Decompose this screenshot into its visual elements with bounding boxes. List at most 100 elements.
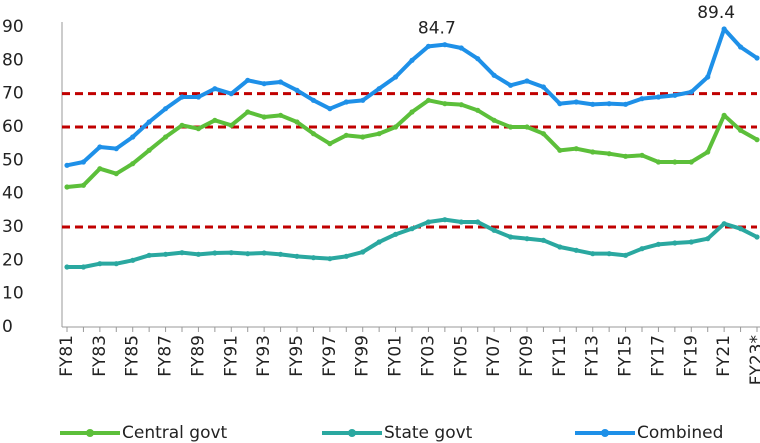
series-point: [442, 42, 448, 48]
series-point: [458, 45, 464, 51]
series-point: [343, 99, 349, 105]
series-point: [540, 84, 547, 90]
series-point: [524, 78, 530, 84]
y-tick-label: 30: [2, 217, 24, 237]
series-point: [705, 236, 711, 242]
series-point: [146, 119, 152, 125]
series-point: [113, 171, 119, 177]
series-point: [80, 159, 87, 165]
y-tick-label: 10: [2, 284, 24, 304]
x-tick-label: FY93: [254, 335, 274, 377]
series-point: [672, 92, 678, 98]
series-point: [162, 251, 169, 257]
series-point: [458, 219, 464, 225]
series-point: [212, 117, 218, 123]
series-point: [343, 253, 349, 259]
y-tick-label: 40: [2, 184, 24, 204]
legend-marker: [601, 429, 609, 437]
series-point: [540, 237, 547, 243]
x-tick-label: FY09: [517, 335, 537, 377]
x-tick-label: FY95: [287, 335, 307, 377]
x-tick-label: FY21: [714, 335, 734, 377]
series-point: [327, 106, 333, 112]
y-tick-label: 50: [2, 150, 24, 170]
series-point: [261, 250, 267, 256]
series-point: [705, 74, 711, 80]
series-point: [97, 166, 103, 172]
x-tick-label: FY91: [221, 335, 241, 377]
series-point: [507, 82, 514, 88]
series-point: [737, 127, 744, 133]
series-point: [97, 261, 103, 267]
x-tick-label: FY13: [583, 335, 603, 377]
x-tick-label: FY97: [320, 335, 340, 377]
y-tick-label: 70: [2, 84, 24, 104]
series-point: [475, 107, 481, 113]
x-tick-label: FY05: [451, 335, 471, 377]
series-point: [754, 55, 760, 61]
series-point: [507, 124, 514, 130]
series-point: [622, 153, 629, 159]
series-point: [672, 159, 678, 165]
series-point: [622, 101, 629, 107]
series-point: [639, 246, 645, 252]
series-point: [655, 159, 662, 165]
series-point: [557, 101, 563, 107]
x-tick-label: FY81: [57, 335, 77, 377]
series-point: [606, 101, 612, 107]
series-point: [442, 217, 448, 223]
series-point: [688, 89, 694, 95]
series-point: [80, 182, 87, 188]
series-line: [66, 27, 759, 168]
series-point: [195, 126, 202, 132]
series-point: [639, 152, 645, 158]
series-point: [721, 221, 727, 227]
series-point: [327, 256, 333, 262]
series-point: [179, 94, 185, 100]
x-tick-label: FY03: [418, 335, 438, 377]
series-point: [705, 149, 711, 155]
series-point: [245, 77, 251, 83]
series-point: [491, 72, 497, 78]
series-point: [80, 264, 87, 270]
series-point: [294, 253, 300, 259]
series-point: [64, 162, 70, 168]
series-point: [179, 250, 185, 256]
series-point: [425, 219, 432, 225]
series-point: [655, 94, 662, 100]
series-point: [688, 239, 694, 245]
series-point: [327, 141, 333, 147]
series-point: [179, 122, 185, 128]
legend-label: State govt: [384, 423, 473, 443]
legend-label: Central govt: [122, 423, 228, 443]
series-point: [294, 87, 300, 93]
series-point: [622, 252, 629, 258]
series-point: [573, 247, 579, 253]
x-tick-label: FY19: [681, 335, 701, 377]
series-point: [64, 264, 70, 270]
legend-marker: [348, 429, 356, 437]
series-point: [409, 109, 415, 115]
series-point: [672, 240, 678, 246]
series-point: [754, 234, 760, 240]
series-point: [360, 134, 366, 140]
series-point: [277, 79, 284, 85]
series-point: [442, 101, 448, 107]
series-point: [721, 26, 727, 32]
series-point: [688, 159, 694, 165]
series-point: [573, 146, 579, 152]
series-point: [392, 74, 399, 80]
series-point: [737, 226, 744, 232]
series-point: [540, 131, 547, 137]
series-point: [212, 250, 218, 256]
series-point: [721, 112, 727, 118]
x-tick-label: FY07: [484, 335, 504, 377]
series-point: [130, 134, 136, 140]
series-point: [146, 147, 152, 153]
series-point: [606, 251, 612, 257]
annotation: 89.4: [697, 3, 735, 23]
series-point: [557, 244, 563, 250]
x-tick-label: FY11: [550, 335, 570, 377]
series-point: [130, 161, 136, 167]
